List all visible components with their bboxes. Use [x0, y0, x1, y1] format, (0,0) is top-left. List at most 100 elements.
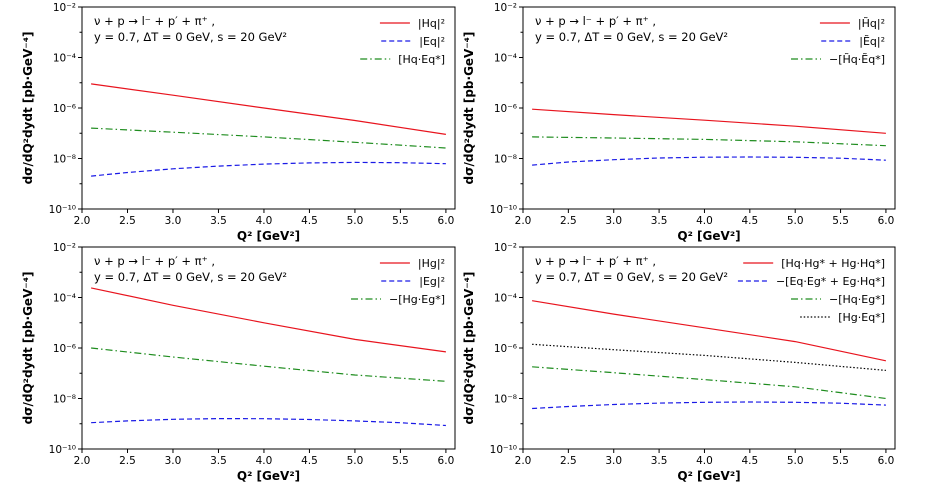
y-tick-label: 10⁻⁸	[53, 154, 76, 166]
y-tick-label: 10⁻⁶	[53, 343, 76, 355]
x-tick-label: 4.5	[741, 215, 758, 227]
series-line	[532, 366, 886, 400]
series-line	[532, 343, 886, 371]
x-tick-label: 2.5	[119, 215, 136, 227]
x-tick-label: 2.0	[515, 455, 532, 467]
x-tick-label: 3.0	[605, 455, 622, 467]
x-tick-label: 4.0	[256, 455, 273, 467]
reaction-info-line: ν + p → l⁻ + p′ + π⁺ ,	[535, 14, 656, 28]
x-tick-label: 2.5	[560, 455, 577, 467]
x-tick-label: 6.0	[438, 215, 455, 227]
reaction-info-line: ν + p → l⁻ + p′ + π⁺ ,	[535, 254, 656, 268]
y-tick-label: 10⁻⁸	[53, 394, 76, 406]
y-axis-label: dσ/dQ²dydt [pb·GeV⁻⁴]	[462, 272, 476, 425]
legend-label: |Ẽq|²	[859, 35, 885, 48]
reaction-info-line: ν + p → l⁻ + p′ + π⁺ ,	[94, 254, 215, 268]
y-tick-label: 10⁻²	[494, 2, 517, 14]
series-line	[532, 136, 886, 147]
x-tick-label: 4.5	[301, 215, 318, 227]
reaction-info-line: y = 0.7, ΔT = 0 GeV, s = 20 GeV²	[94, 30, 287, 44]
x-tick-label: 5.5	[832, 455, 849, 467]
y-tick-label: 10⁻⁸	[494, 394, 517, 406]
legend-label: [Hq·Hg* + Hg·Hq*]	[781, 257, 885, 270]
x-tick-label: 6.0	[438, 455, 455, 467]
y-tick-label: 10⁻⁶	[494, 343, 517, 355]
series-line	[91, 347, 446, 382]
y-tick-label: 10⁻²	[53, 242, 76, 254]
x-tick-label: 4.0	[256, 215, 273, 227]
y-tick-label: 10⁻¹⁰	[49, 444, 76, 456]
reaction-info-line: y = 0.7, ΔT = 0 GeV, s = 20 GeV²	[535, 270, 728, 284]
y-tick-label: 10⁻⁶	[494, 103, 517, 115]
y-tick-label: 10⁻⁸	[494, 154, 517, 166]
x-tick-label: 3.0	[165, 455, 182, 467]
legend-label: −[Eq·Eg* + Eg·Hq*]	[776, 275, 885, 288]
x-tick-label: 4.0	[696, 455, 713, 467]
legend-label: |Eq|²	[419, 35, 445, 48]
x-tick-label: 2.0	[515, 215, 532, 227]
reaction-info-line: y = 0.7, ΔT = 0 GeV, s = 20 GeV²	[94, 270, 287, 284]
y-axis-label: dσ/dQ²dydt [pb·GeV⁻⁴]	[21, 32, 35, 185]
y-tick-label: 10⁻⁴	[53, 53, 76, 65]
panel-bottom-right: 2.0 2.5 3.0 3.5 4.0 4.5 5.0 5.5 6.0 10⁻¹⁰ 10⁻⁸ 10⁻⁶…	[462, 242, 896, 483]
legend-label: −[Hg·Eg*]	[389, 293, 445, 306]
y-tick-label: 10⁻⁴	[494, 293, 517, 305]
legend-label: [Hg·Eq*]	[838, 311, 885, 324]
x-tick-label: 6.0	[878, 455, 895, 467]
x-axis-label: Q² [GeV²]	[237, 469, 300, 483]
series-line	[532, 300, 887, 362]
reaction-info-line: y = 0.7, ΔT = 0 GeV, s = 20 GeV²	[535, 30, 728, 44]
x-tick-label: 3.5	[651, 215, 668, 227]
series-line	[91, 161, 446, 177]
x-tick-label: 2.5	[119, 455, 136, 467]
x-tick-label: 3.5	[210, 455, 227, 467]
x-tick-label: 2.0	[74, 455, 91, 467]
legend-label: −[H̃q·Ẽq*]	[829, 53, 885, 66]
x-tick-label: 5.0	[787, 215, 804, 227]
y-tick-label: 10⁻⁶	[53, 103, 76, 115]
y-tick-label: 10⁻¹⁰	[490, 204, 517, 216]
y-axis-label: dσ/dQ²dydt [pb·GeV⁻⁴]	[462, 32, 476, 185]
panel-bottom-left: 2.0 2.5 3.0 3.5 4.0 4.5 5.0 5.5 6.0 10⁻¹⁰ 10⁻⁸ 10⁻⁶…	[21, 242, 456, 483]
y-tick-label: 10⁻⁴	[494, 53, 517, 65]
legend-label: −[Hq·Eg*]	[829, 293, 885, 306]
series-line	[91, 83, 446, 135]
series-line	[91, 417, 446, 427]
x-tick-label: 4.5	[301, 455, 318, 467]
x-tick-label: 2.5	[560, 215, 577, 227]
x-tick-label: 6.0	[878, 215, 895, 227]
x-tick-label: 3.5	[210, 215, 227, 227]
series-line	[532, 108, 886, 134]
x-tick-label: 3.0	[605, 215, 622, 227]
x-axis-label: Q² [GeV²]	[237, 229, 300, 243]
x-tick-label: 4.0	[696, 215, 713, 227]
panel-top-right: 2.0 2.5 3.0 3.5 4.0 4.5 5.0 5.5 6.0 10⁻¹⁰ 10⁻⁸ 10⁻⁶…	[462, 2, 896, 243]
series-line	[90, 287, 446, 353]
reaction-info-line: ν + p → l⁻ + p′ + π⁺ ,	[94, 14, 215, 28]
x-tick-label: 5.5	[832, 215, 849, 227]
y-tick-label: 10⁻⁴	[53, 293, 76, 305]
x-tick-label: 5.5	[392, 455, 409, 467]
y-tick-label: 10⁻²	[53, 2, 76, 14]
y-tick-label: 10⁻¹⁰	[490, 444, 517, 456]
x-tick-label: 2.0	[74, 215, 91, 227]
legend-label: |Hg|²	[418, 257, 445, 270]
panel-top-left: 2.0 2.5 3.0 3.5 4.0 4.5 5.0 5.5 6.0 10⁻¹⁰ 10⁻⁸ 10⁻⁶…	[21, 2, 456, 243]
x-axis-label: Q² [GeV²]	[677, 229, 740, 243]
legend-label: |Eg|²	[419, 275, 445, 288]
x-tick-label: 5.0	[787, 455, 804, 467]
legend-label: |Hq|²	[418, 17, 445, 30]
series-line	[532, 401, 886, 410]
x-tick-label: 4.5	[741, 455, 758, 467]
x-tick-label: 5.5	[392, 215, 409, 227]
legend-label: [Hq·Eq*]	[398, 53, 445, 66]
x-tick-label: 3.5	[651, 455, 668, 467]
x-tick-label: 5.0	[347, 215, 364, 227]
y-tick-label: 10⁻¹⁰	[49, 204, 76, 216]
series-line	[91, 127, 446, 149]
y-tick-label: 10⁻²	[494, 242, 517, 254]
legend-label: |H̃q|²	[858, 17, 885, 30]
x-tick-label: 5.0	[347, 455, 364, 467]
x-axis-label: Q² [GeV²]	[677, 469, 740, 483]
